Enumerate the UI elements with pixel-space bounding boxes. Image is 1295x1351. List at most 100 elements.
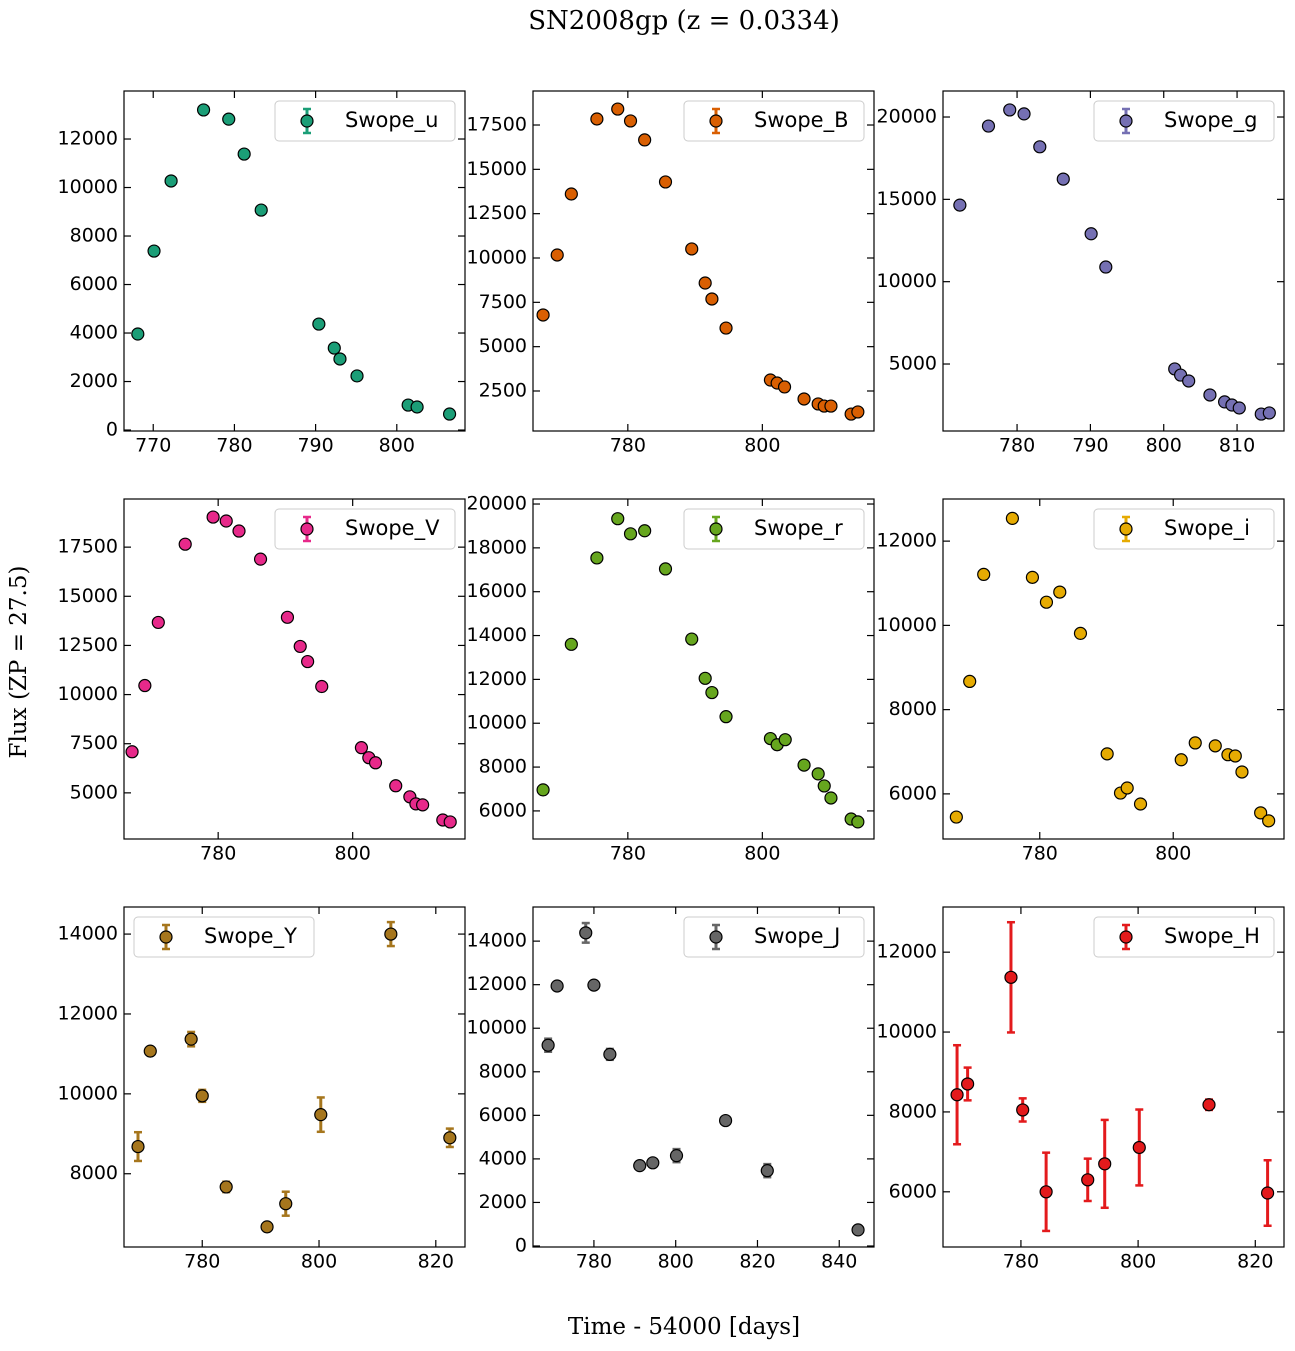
- data-point: [1262, 406, 1276, 420]
- y-tick-label: 16000: [467, 580, 527, 602]
- y-tick-label: 8000: [889, 698, 937, 720]
- data-point: [389, 779, 403, 793]
- y-tick-label: 6000: [70, 273, 118, 295]
- data-point: [384, 927, 398, 941]
- data-point: [327, 341, 341, 355]
- subplot: 780 800 2500 5000 7500 10000 12500 15000 17500 Sw…: [467, 90, 875, 457]
- data-point: [611, 102, 625, 116]
- y-tick-label: 8000: [479, 756, 527, 778]
- y-tick-label: 12000: [877, 530, 937, 552]
- data-point: [685, 632, 699, 646]
- data-point: [1208, 739, 1222, 753]
- data-point: [760, 1164, 774, 1178]
- y-tick-label: 8000: [479, 1060, 527, 1082]
- legend-marker: [300, 522, 314, 536]
- y-tick-label: 6000: [479, 799, 527, 821]
- data-point: [718, 1113, 733, 1128]
- x-tick-label: 790: [297, 435, 333, 457]
- data-point: [237, 147, 251, 161]
- y-tick-label: 2000: [70, 370, 118, 392]
- data-point: [719, 710, 733, 724]
- legend-box: [133, 916, 315, 958]
- data-point: [961, 1077, 975, 1091]
- y-tick-label: 20000: [467, 493, 527, 515]
- y-tick-label: 8000: [70, 225, 118, 247]
- subplot: 780 800 820 840 0 2000 4000 6000 8000 10000 12000 1…: [467, 906, 875, 1273]
- data-point: [1133, 797, 1148, 811]
- data-point: [981, 119, 996, 133]
- data-point: [206, 510, 220, 524]
- data-point: [977, 567, 991, 582]
- y-tick-label: 20000: [877, 106, 937, 128]
- y-tick-label: 17500: [58, 536, 118, 558]
- data-point: [354, 741, 369, 755]
- data-point: [590, 551, 604, 565]
- legend-marker: [709, 930, 723, 944]
- legend-label: Swope_V: [345, 516, 440, 541]
- legend-label: Swope_g: [1164, 108, 1257, 133]
- data-point: [638, 524, 652, 538]
- data-point: [669, 1149, 684, 1163]
- x-tick-label: 800: [1155, 843, 1191, 865]
- subplot: 780 800 6000 8000 10000 12000 14000 16000 18000 2…: [467, 493, 875, 865]
- x-tick-label: 780: [200, 843, 236, 865]
- data-point: [719, 321, 733, 335]
- axes-frame: [942, 906, 1285, 1248]
- data-point: [1099, 260, 1113, 274]
- y-tick-label: 5000: [70, 781, 118, 803]
- y-tick-label: 10000: [58, 1082, 118, 1104]
- y-tick-label: 12000: [58, 1002, 118, 1024]
- x-tick-label: 790: [1072, 435, 1108, 457]
- data-point: [131, 1139, 145, 1154]
- data-point: [623, 114, 638, 128]
- x-tick-label: 780: [1003, 1251, 1039, 1273]
- y-tick-label: 6000: [889, 782, 937, 804]
- data-point: [541, 1038, 555, 1052]
- data-point: [350, 369, 364, 383]
- data-point: [195, 1089, 209, 1103]
- axes-frame: [123, 498, 466, 840]
- x-tick-label: 780: [216, 435, 252, 457]
- data-point: [1182, 374, 1196, 388]
- data-point: [698, 276, 712, 290]
- data-point: [611, 512, 625, 526]
- x-tick-label: 820: [1237, 1251, 1273, 1273]
- data-point: [1039, 1185, 1053, 1199]
- figure-title: SN2008gp (z = 0.0334): [528, 6, 840, 36]
- y-tick-label: 17500: [467, 114, 527, 136]
- x-tick-label: 820: [418, 1251, 454, 1273]
- data-point: [797, 392, 811, 406]
- x-tick-label: 800: [301, 1251, 337, 1273]
- legend-marker: [1119, 930, 1133, 944]
- y-tick-label: 8000: [70, 1162, 118, 1184]
- y-tick-label: 4000: [70, 322, 118, 344]
- legend-label: Swope_u: [345, 108, 438, 133]
- legend-label: Swope_H: [1164, 924, 1260, 949]
- data-point: [1073, 626, 1088, 640]
- y-tick-label: 10000: [877, 270, 937, 292]
- data-point: [698, 671, 712, 685]
- data-point: [1254, 806, 1268, 820]
- data-point: [1188, 736, 1202, 750]
- legend-label: Swope_J: [754, 924, 840, 949]
- data-point: [1174, 753, 1188, 767]
- data-point: [633, 1159, 647, 1173]
- data-point: [623, 527, 638, 541]
- data-point: [778, 733, 792, 747]
- x-tick-label: 800: [744, 843, 780, 865]
- x-tick-label: 800: [1146, 435, 1182, 457]
- y-tick-label: 6000: [889, 1180, 937, 1202]
- data-point: [564, 637, 578, 651]
- x-tick-label: 800: [335, 843, 371, 865]
- legend-marker: [709, 522, 723, 536]
- data-point: [851, 405, 865, 419]
- legend-box: [683, 100, 865, 142]
- legend-marker: [709, 114, 723, 128]
- data-point: [536, 308, 550, 322]
- data-point: [705, 292, 719, 306]
- y-tick-label: 5000: [479, 335, 527, 357]
- data-point: [1120, 781, 1134, 795]
- data-point: [1003, 103, 1017, 117]
- legend-marker: [1119, 114, 1133, 128]
- data-point: [579, 926, 593, 940]
